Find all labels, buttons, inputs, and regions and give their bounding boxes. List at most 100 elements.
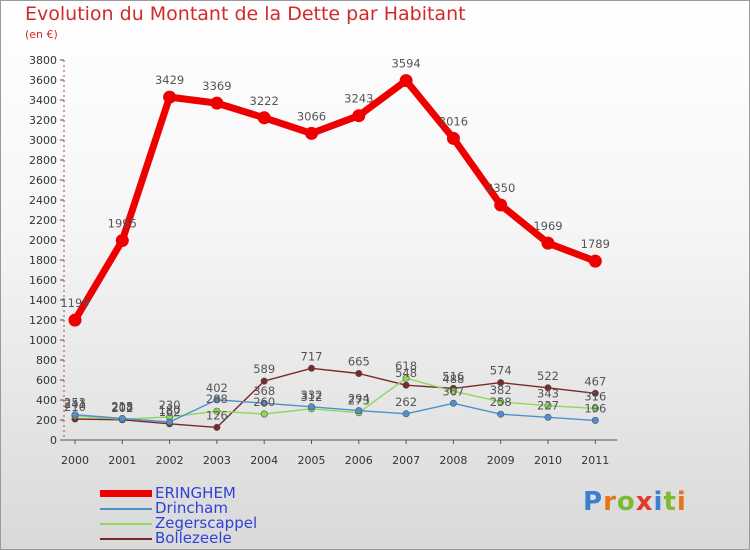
- y-tick-label: 2600: [29, 174, 57, 187]
- data-label-eringhem: 3369: [202, 79, 231, 93]
- data-point-zegerscappel: [213, 407, 221, 415]
- y-tick-label: 1000: [29, 334, 57, 347]
- data-point-bollezeele: [402, 381, 410, 389]
- series-line-bollezeele: [74, 367, 596, 429]
- data-label-eringhem: 3429: [155, 73, 184, 87]
- data-label-bollezeele: 717: [301, 349, 323, 363]
- data-point-zegerscappel: [591, 404, 599, 412]
- series-points: [68, 74, 602, 431]
- data-label-drincham: 180: [159, 403, 181, 417]
- x-tick-label: 2009: [487, 454, 515, 467]
- data-point-eringhem: [305, 126, 318, 140]
- series-line-eringhem: [71, 77, 599, 324]
- y-tick-label: 2400: [29, 194, 57, 207]
- data-label-eringhem: 1199: [60, 296, 89, 310]
- data-point-zegerscappel: [260, 410, 268, 418]
- legend-label-eringhem: ERINGHEM: [155, 484, 236, 502]
- data-point-eringhem: [588, 254, 602, 268]
- data-point-drincham: [213, 396, 221, 404]
- data-label-bollezeele: 665: [348, 355, 370, 369]
- data-label-eringhem: 3594: [391, 57, 420, 71]
- y-tick-label: 2000: [29, 234, 57, 247]
- data-point-eringhem: [494, 198, 508, 212]
- logo-letter: t: [663, 487, 677, 517]
- chart-subtitle: (en €): [25, 28, 58, 41]
- data-label-zegerscappel: 618: [395, 359, 417, 373]
- y-tick-label: 2800: [29, 154, 57, 167]
- y-tick-label: 2200: [29, 214, 57, 227]
- data-point-eringhem: [446, 131, 460, 145]
- data-point-eringhem: [115, 234, 129, 247]
- data-label-zegerscappel: 382: [490, 383, 512, 397]
- legend-swatch-drincham: [100, 508, 152, 510]
- data-point-bollezeele: [497, 379, 505, 387]
- data-point-drincham: [544, 413, 552, 421]
- data-point-eringhem: [68, 313, 82, 327]
- data-label-zegerscappel: 316: [584, 389, 606, 403]
- data-point-zegerscappel: [497, 398, 505, 406]
- y-tick-label: 3800: [29, 54, 57, 67]
- data-label-drincham: 294: [348, 392, 370, 406]
- data-point-bollezeele: [260, 377, 268, 385]
- y-tick-label: 3000: [29, 134, 57, 147]
- x-tick-label: 2006: [345, 454, 373, 467]
- data-point-zegerscappel: [402, 374, 410, 382]
- data-point-drincham: [166, 418, 174, 426]
- data-label-zegerscappel: 230: [159, 398, 181, 412]
- data-label-drincham: 262: [395, 395, 417, 409]
- data-point-drincham: [497, 410, 505, 418]
- series-line-drincham: [74, 399, 596, 423]
- data-label-eringhem: 3243: [344, 92, 373, 106]
- x-tick-label: 2010: [534, 454, 562, 467]
- logo-letter: P: [583, 487, 604, 517]
- x-tick-label: 2003: [203, 454, 231, 467]
- data-label-zegerscappel: 488: [442, 372, 464, 386]
- x-tick-label: 2002: [156, 454, 184, 467]
- data-label-drincham: 258: [490, 395, 512, 409]
- data-label-eringhem: 3016: [439, 114, 468, 128]
- data-point-zegerscappel: [449, 387, 457, 395]
- x-tick-label: 2004: [250, 454, 278, 467]
- data-label-zegerscappel: 288: [206, 392, 228, 406]
- data-label-drincham: 215: [111, 400, 133, 414]
- data-point-drincham: [449, 399, 457, 407]
- logo-letter: i: [653, 487, 664, 517]
- data-point-eringhem: [163, 90, 177, 104]
- data-label-bollezeele: 589: [253, 362, 275, 376]
- data-label-bollezeele: 210: [64, 400, 86, 414]
- data-label-zegerscappel: 208: [111, 400, 133, 414]
- data-label-drincham: 368: [253, 384, 275, 398]
- data-label-eringhem: 3222: [250, 94, 279, 108]
- y-tick-label: 1400: [29, 294, 57, 307]
- data-point-zegerscappel: [544, 402, 552, 410]
- data-point-bollezeele: [591, 389, 599, 397]
- data-point-drincham: [118, 414, 126, 422]
- data-point-drincham: [402, 410, 410, 418]
- data-label-bollezeele: 516: [442, 369, 464, 383]
- legend-swatch-zegerscappel: [100, 523, 152, 525]
- data-point-bollezeele: [544, 384, 552, 392]
- y-tick-label: 1200: [29, 314, 57, 327]
- legend-swatch-bollezeele: [100, 538, 152, 540]
- y-tick-label: 200: [36, 414, 57, 427]
- x-tick-label: 2007: [392, 454, 420, 467]
- data-point-drincham: [260, 399, 268, 407]
- data-point-drincham: [591, 416, 599, 424]
- x-tick-label: 2005: [298, 454, 326, 467]
- data-point-drincham: [71, 411, 79, 419]
- data-point-eringhem: [541, 236, 555, 250]
- data-label-zegerscappel: 273: [348, 394, 370, 408]
- data-label-zegerscappel: 312: [301, 390, 323, 404]
- data-label-bollezeele: 162: [159, 405, 181, 419]
- data-label-drincham: 196: [584, 401, 606, 415]
- chart-title: Evolution du Montant de la Dette par Hab…: [25, 3, 466, 25]
- data-point-bollezeele: [307, 364, 315, 372]
- data-label-bollezeele: 574: [490, 364, 512, 378]
- data-label-drincham: 367: [442, 384, 464, 398]
- proxiti-logo: Proxiti: [583, 487, 687, 517]
- y-tick-label: 800: [36, 354, 57, 367]
- data-label-bollezeele: 126: [206, 408, 228, 422]
- y-tick-label: 0: [50, 434, 57, 447]
